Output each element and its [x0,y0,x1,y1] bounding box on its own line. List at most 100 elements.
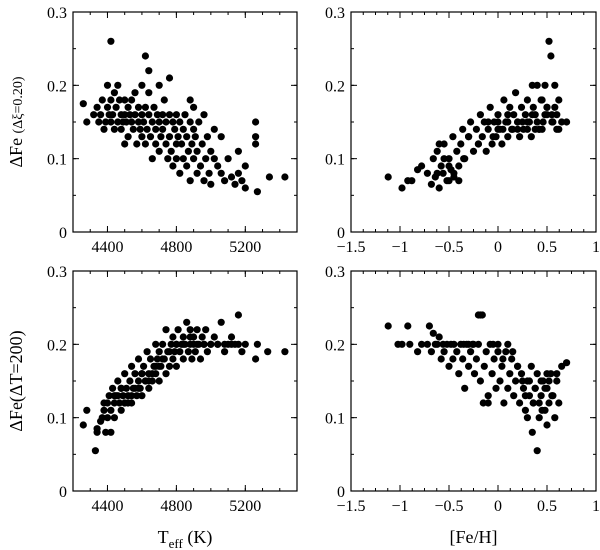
panel-2-point [107,406,115,414]
panel-0-point [186,177,194,185]
panel-2-point [188,355,196,363]
panel-3-point [467,348,475,356]
panel-1-point [384,173,392,181]
panel-1-point [486,103,494,111]
panel-0-point [252,140,260,148]
panel-2-point [100,406,108,414]
panel-0-point [252,133,260,141]
panel-0-point [186,96,194,104]
panel-2-point [179,355,187,363]
panel-1-ytick-label: 0 [337,225,345,242]
panel-0-point [109,111,117,119]
panel-1-point [494,111,502,119]
panel-0-point [110,89,118,97]
panel-0-point [195,118,203,126]
panel-1-point [482,147,490,155]
panel-1-point [437,162,445,170]
panel-3-point [472,355,480,363]
panel-3-point [461,384,469,392]
panel-3-point [500,399,508,407]
panel-0-point [145,89,153,97]
panel-3-ytick-label: 0.2 [325,337,345,354]
panel-1-point [511,89,520,97]
panel-0-point [165,74,174,82]
panel-0-point [141,52,149,60]
panel-2-point [162,326,170,334]
panel-3-point [518,377,527,385]
panel-3-point [404,322,412,330]
panel-0-point [103,103,112,111]
panel-1-point [489,133,497,141]
panel-1-point [533,118,541,126]
panel-0-point [176,169,184,177]
panel-top-right: 0 0.1 0.2 0.3 −1.5 −1 −0.5 0 0.5 1 [325,5,600,256]
panel-0-point [83,118,91,126]
panel-2-point [281,348,289,356]
panel-3-point [414,348,422,356]
panel-2-point [140,362,148,370]
panel-0-point [115,96,124,104]
panel-0-point [93,103,101,111]
panel-0-ylabel: ΔFe (Δξ=0.20) [6,76,26,167]
panel-1-point [435,140,443,148]
panel-2-point [122,384,130,392]
panel-0-point [107,118,115,126]
panel-2-point [264,348,272,356]
panel-top-left: 0 0.1 0.2 0.3 4400 4800 5200 ΔFe (Δξ=0.20) [6,5,298,256]
panel-2-point [115,399,124,407]
panel-0-point [141,103,149,111]
panel-bottom-left: 0 0.1 0.2 0.3 4400 4800 5200 ΔFe(ΔT=200) Teff (K… [6,264,298,550]
panel-3-xlabel: [Fe/H] [450,527,498,547]
panel-2-point [174,326,182,334]
panel-1-xtick-label: 0.5 [537,239,557,256]
panel-2-point [172,340,180,348]
panel-0-point [207,147,215,155]
panel-0-point [265,173,273,181]
panel-1-point [408,177,416,185]
panel-1-point [516,133,524,141]
panel-3-point [537,377,545,385]
panel-3-point [484,392,492,400]
panel-2-point [200,340,208,348]
panel-1-point [423,169,431,177]
panel-3-point [510,392,518,400]
panel-2-point [179,333,187,341]
panel-2-point [134,355,143,363]
panel-0-point [79,100,87,108]
panel-2-point [202,326,210,334]
panel-2-point [210,333,218,341]
panel-0-point [155,81,163,89]
panel-1-point [541,81,549,89]
panel-2-point [234,340,242,348]
panel-1-point [435,184,443,192]
panel-0-point [179,125,187,133]
panel-2-point [133,392,141,400]
panel-3-ytick-label: 0.3 [325,264,345,281]
panel-2-point [169,355,177,363]
panel-3-point [517,370,526,378]
panel-0-point [153,111,161,119]
panel-3-xtick-label: −0.5 [434,498,463,515]
panel-2-point [196,355,205,363]
panel-2-ytick-label: 0.1 [47,411,67,428]
panel-1-point [465,133,473,141]
panel-0-point [210,125,218,133]
panel-0-point [196,162,205,170]
panel-0-point [224,155,232,163]
panel-0-point [128,118,136,126]
panel-3-point [538,406,546,414]
panel-0-point [200,111,208,119]
panel-1-point [453,147,461,155]
panel-1-point [440,155,448,163]
panel-3-point [482,348,490,356]
panel-2-point [167,340,175,348]
panel-3-point [521,392,530,400]
panel-2-point [155,348,163,356]
panel-0-point [190,125,198,133]
panel-1-point [514,125,522,133]
panel-3-point [437,355,445,363]
panel-2-point [141,377,149,385]
panel-0-point [150,103,158,111]
